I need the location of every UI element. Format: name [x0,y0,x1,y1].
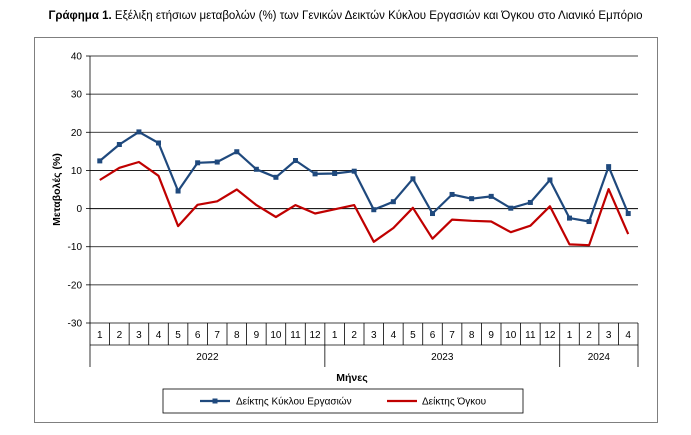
legend-swatch-marker [212,398,218,404]
data-point-marker [253,166,259,172]
chart-title-prefix: Γράφημα 1. [48,10,112,22]
data-point-marker [371,207,377,213]
x-tick-label: 5 [175,330,181,341]
data-point-marker [390,199,396,205]
y-tick-label: 40 [71,52,83,63]
x-tick-label: 7 [214,330,220,341]
x-tick-label: 8 [469,330,475,341]
data-point-marker [175,188,181,194]
data-point-marker [606,164,612,170]
x-tick-label: 6 [430,330,436,341]
x-tick-label: 10 [270,330,282,341]
data-point-marker [234,149,240,155]
year-label: 2024 [588,352,611,363]
x-tick-label: 5 [410,330,416,341]
y-tick-label: 0 [76,204,82,215]
x-tick-label: 9 [488,330,494,341]
y-axis-title: Μεταβολές (%) [51,153,63,226]
data-point-marker [547,177,553,183]
legend-label: Δείκτης Όγκου [422,396,486,408]
chart-title: Γράφημα 1. Εξέλιξη ετήσιων μεταβολών (%)… [0,10,691,22]
x-tick-label: 7 [449,330,455,341]
x-tick-label: 2 [117,330,123,341]
y-tick-label: 30 [71,90,83,101]
data-point-marker [195,160,201,166]
y-tick-label: -30 [68,319,83,330]
data-point-marker [116,141,122,147]
x-tick-label: 4 [391,330,397,341]
data-point-marker [488,193,494,199]
y-tick-label: -20 [68,280,83,291]
x-tick-label: 2 [351,330,357,341]
x-tick-label: 9 [254,330,260,341]
x-tick-label: 1 [332,330,338,341]
x-tick-label: 12 [544,330,556,341]
data-point-marker [351,168,357,174]
x-tick-label: 4 [625,330,631,341]
legend-label: Δείκτης Κύκλου Εργασιών [236,396,352,408]
x-tick-label: 3 [606,330,612,341]
x-axis-title: Μήνες [336,372,368,384]
x-tick-label: 3 [136,330,142,341]
data-point-marker [567,215,572,221]
data-point-marker [273,174,279,180]
data-point-marker [586,219,592,225]
x-tick-label: 11 [290,330,301,341]
data-point-marker [97,158,103,164]
data-point-marker [293,158,298,164]
data-point-marker [449,191,455,197]
chart-area-frame [34,37,658,423]
y-tick-label: 10 [71,166,83,177]
year-label: 2023 [431,352,454,363]
data-point-marker [508,205,514,211]
data-point-marker [527,199,533,205]
x-tick-label: 4 [156,330,162,341]
x-tick-label: 1 [567,330,573,341]
x-tick-label: 1 [97,330,103,341]
data-point-marker [430,211,435,217]
data-point-marker [156,140,161,146]
data-point-marker [214,159,220,165]
x-tick-label: 3 [371,330,377,341]
x-tick-label: 12 [310,330,322,341]
y-tick-label: -10 [68,242,83,253]
x-tick-label: 2 [586,330,592,341]
data-point-marker [332,170,338,176]
x-tick-label: 8 [234,330,240,341]
data-point-marker [625,211,631,217]
data-point-marker [469,196,475,202]
series-line-2 [99,160,630,247]
year-label: 2022 [196,352,219,363]
y-tick-label: 20 [71,128,83,139]
data-point-marker [136,129,142,135]
data-point-marker [312,171,318,177]
x-tick-label: 10 [505,330,517,341]
x-tick-label: 11 [525,330,536,341]
chart-title-text: Εξέλιξη ετήσιων μεταβολών (%) των Γενικώ… [114,10,643,22]
data-point-marker [410,176,416,182]
x-tick-label: 6 [195,330,201,341]
series-line-1 [99,130,630,223]
